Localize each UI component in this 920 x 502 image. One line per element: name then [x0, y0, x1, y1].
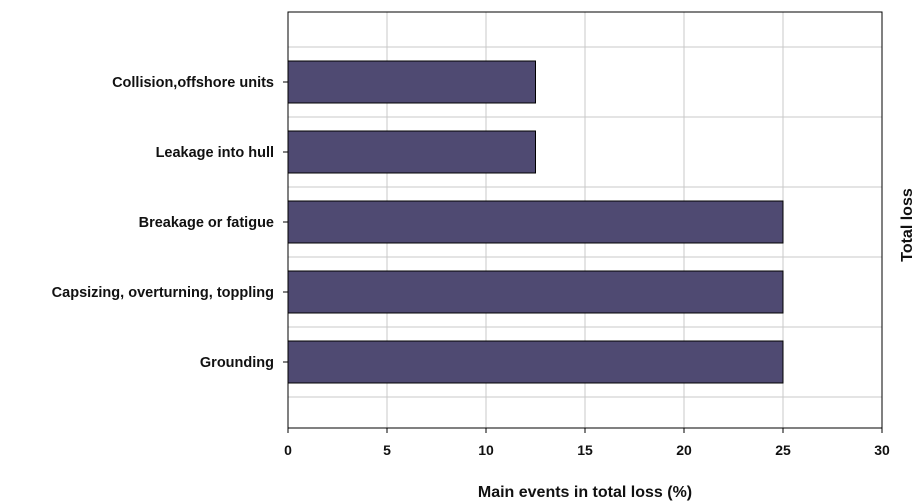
category-label: Grounding: [200, 355, 274, 371]
x-tick-label: 10: [478, 442, 494, 458]
x-tick-label: 0: [284, 442, 292, 458]
category-labels: Collision,offshore units Leakage into hul…: [52, 75, 288, 371]
x-tick-label: 25: [775, 442, 791, 458]
category-label: Leakage into hull: [156, 145, 274, 161]
bar: [287, 270, 784, 314]
category-label: Capsizing, overturning, toppling: [52, 285, 274, 301]
x-axis-title: Main events in total loss (%): [478, 484, 692, 501]
x-axis-ticks: 0 5 10 15 20 25 30: [284, 428, 890, 458]
x-tick-label: 15: [577, 442, 593, 458]
bar: [287, 130, 536, 174]
x-tick-label: 20: [676, 442, 692, 458]
legend-series-label: Total loss: [899, 188, 916, 262]
bars: [287, 60, 784, 384]
x-tick-label: 5: [383, 442, 391, 458]
bar: [287, 60, 536, 104]
category-label: Collision,offshore units: [112, 75, 274, 91]
x-tick-label: 30: [874, 442, 890, 458]
bar: [287, 340, 784, 384]
bar: [287, 200, 784, 244]
category-label: Breakage or fatigue: [139, 215, 274, 231]
